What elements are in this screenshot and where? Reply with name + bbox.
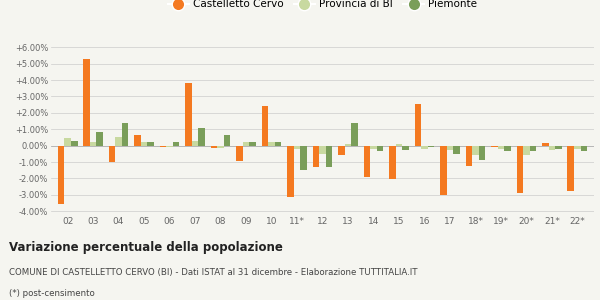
Bar: [211, 146, 217, 148]
Bar: [58, 146, 64, 204]
Bar: [574, 146, 581, 149]
Bar: [472, 146, 479, 154]
Bar: [224, 135, 230, 146]
Bar: [338, 146, 344, 154]
Bar: [83, 59, 90, 146]
Bar: [275, 142, 281, 146]
Bar: [326, 146, 332, 167]
Bar: [415, 104, 421, 146]
Bar: [166, 146, 173, 147]
Bar: [504, 146, 511, 152]
Bar: [523, 146, 530, 154]
Text: Variazione percentuale della popolazione: Variazione percentuale della popolazione: [9, 242, 283, 254]
Text: COMUNE DI CASTELLETTO CERVO (BI) - Dati ISTAT al 31 dicembre - Elaborazione TUTT: COMUNE DI CASTELLETTO CERVO (BI) - Dati …: [9, 268, 418, 278]
Bar: [192, 141, 199, 146]
Bar: [352, 123, 358, 146]
Bar: [568, 146, 574, 191]
Bar: [479, 146, 485, 160]
Bar: [71, 141, 77, 146]
Bar: [555, 146, 562, 149]
Bar: [141, 142, 148, 146]
Bar: [148, 142, 154, 146]
Bar: [319, 146, 326, 154]
Bar: [90, 142, 97, 146]
Bar: [115, 136, 122, 146]
Bar: [440, 146, 446, 195]
Legend: Castelletto Cervo, Provincia di BI, Piemonte: Castelletto Cervo, Provincia di BI, Piem…: [164, 0, 481, 14]
Bar: [491, 146, 497, 147]
Bar: [109, 146, 115, 162]
Bar: [446, 146, 453, 150]
Bar: [497, 146, 504, 149]
Text: (*) post-censimento: (*) post-censimento: [9, 290, 95, 298]
Bar: [173, 142, 179, 146]
Bar: [344, 144, 352, 146]
Bar: [250, 142, 256, 146]
Bar: [389, 146, 395, 179]
Bar: [301, 146, 307, 170]
Bar: [421, 146, 428, 149]
Bar: [466, 146, 472, 166]
Bar: [122, 123, 128, 146]
Bar: [236, 146, 243, 161]
Bar: [243, 142, 250, 146]
Bar: [530, 146, 536, 152]
Bar: [395, 144, 402, 146]
Bar: [370, 146, 377, 149]
Bar: [217, 146, 224, 148]
Bar: [428, 146, 434, 147]
Bar: [97, 132, 103, 145]
Bar: [542, 143, 548, 146]
Bar: [548, 146, 555, 150]
Bar: [185, 83, 192, 146]
Bar: [64, 138, 71, 146]
Bar: [581, 146, 587, 152]
Bar: [268, 142, 275, 146]
Bar: [402, 146, 409, 150]
Bar: [262, 106, 268, 146]
Bar: [287, 146, 293, 197]
Bar: [160, 146, 166, 147]
Bar: [377, 146, 383, 151]
Bar: [364, 146, 370, 177]
Bar: [293, 146, 301, 149]
Bar: [199, 128, 205, 146]
Bar: [517, 146, 523, 193]
Bar: [453, 146, 460, 154]
Bar: [313, 146, 319, 167]
Bar: [134, 135, 141, 146]
